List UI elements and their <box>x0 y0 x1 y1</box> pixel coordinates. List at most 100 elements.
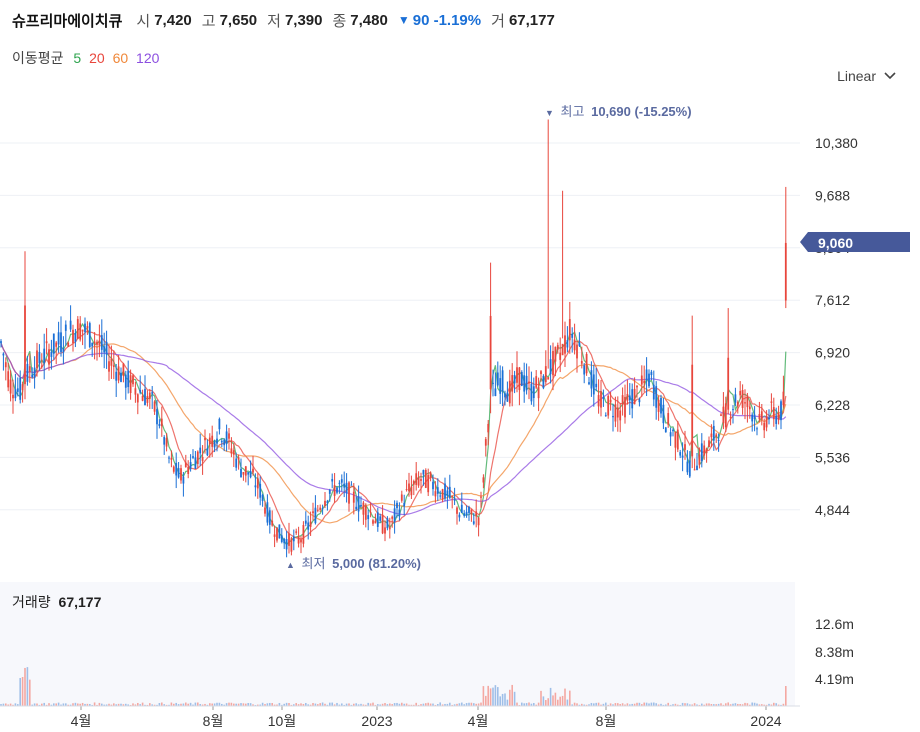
candle-body <box>187 466 190 474</box>
volume-bar <box>785 686 787 706</box>
candle-body <box>441 489 444 500</box>
candle-body <box>206 448 209 456</box>
volume-bar <box>437 703 439 706</box>
volume-bar <box>326 704 329 706</box>
price-tick-label: 10,380 <box>815 135 858 151</box>
x-tick-label: 10월 <box>268 713 296 729</box>
candle-body <box>336 487 338 493</box>
candle-body <box>564 335 566 354</box>
candle-body <box>717 439 720 441</box>
candle-body <box>40 365 43 367</box>
candle-body <box>220 440 223 443</box>
volume-bar <box>57 702 60 706</box>
volume-bar <box>765 704 768 706</box>
volume-bar <box>475 703 477 706</box>
candle-body <box>180 468 182 481</box>
volume-bar <box>506 699 509 706</box>
candle-body <box>88 323 91 347</box>
candle-body <box>410 486 413 496</box>
volume-bar <box>446 703 449 706</box>
volume-bar <box>641 704 643 706</box>
ma-120-label[interactable]: 120 <box>136 50 160 66</box>
candle-body <box>240 468 242 477</box>
scale-dropdown[interactable]: Linear <box>837 68 896 84</box>
volume-bar <box>672 704 674 706</box>
candle-body <box>698 454 701 465</box>
volume-bar <box>14 703 17 706</box>
candle-body <box>189 462 192 469</box>
ma-5-label[interactable]: 5 <box>73 50 82 66</box>
volume-bar <box>533 702 535 706</box>
max-arrow-icon: ▼ <box>545 108 554 118</box>
volume-bar <box>441 704 444 706</box>
candle-body <box>748 406 751 410</box>
candle-body <box>408 483 410 492</box>
ma-20-label[interactable]: 20 <box>89 50 105 66</box>
volume-bar <box>79 703 81 706</box>
candle-body <box>537 387 540 399</box>
x-tick-label: 4월 <box>71 713 92 729</box>
candle-body <box>285 539 288 550</box>
candle-body <box>631 389 634 409</box>
volume-bar <box>585 704 588 706</box>
candle-body <box>7 371 10 388</box>
open-value: 7,420 <box>154 11 192 29</box>
candle-body <box>504 393 506 398</box>
candle-body <box>57 332 60 345</box>
min-annotation: ▲ 최저 5,000 (81.20%) <box>286 556 421 571</box>
candle-body <box>304 520 307 524</box>
volume-bar <box>33 703 36 706</box>
candle-body <box>427 475 430 493</box>
candle-body <box>338 482 341 484</box>
volume-bar <box>213 703 216 706</box>
volume-bar <box>741 704 744 706</box>
volume-bar <box>43 702 45 706</box>
candle-body <box>12 394 14 399</box>
candle-body <box>448 486 451 498</box>
candle-body <box>768 417 770 420</box>
ma-60-label[interactable]: 60 <box>112 50 129 66</box>
volume-bar <box>662 704 665 706</box>
candle-body <box>736 402 739 406</box>
volume-bar <box>125 703 127 706</box>
candle-body <box>52 333 55 354</box>
candle-body <box>554 346 557 362</box>
volume-bar <box>487 685 489 706</box>
candle-body <box>218 418 221 430</box>
candle-body <box>561 343 564 356</box>
volume-bar <box>713 704 715 706</box>
volume-bar <box>17 704 19 706</box>
candle-body <box>405 489 408 491</box>
volume-bar <box>566 699 569 706</box>
candle-body <box>403 502 406 507</box>
candle-body <box>100 335 103 350</box>
candle-body <box>98 340 101 346</box>
candle-body <box>535 376 538 388</box>
time-axis: 4월 8월 10월 2023 4월 8월 2024 <box>0 705 800 729</box>
candle-body <box>439 495 442 497</box>
volume-bar <box>55 703 57 706</box>
candle-body <box>48 349 50 365</box>
volume-bar <box>62 703 65 706</box>
candle-body <box>720 414 722 416</box>
candle-body <box>84 323 86 333</box>
volume-bar <box>497 687 499 706</box>
candle-body <box>343 483 346 488</box>
volume-bar <box>660 703 662 706</box>
volume-bar <box>758 704 761 706</box>
candle-body <box>688 460 691 477</box>
candle-body <box>208 437 211 444</box>
candle-body <box>700 443 703 462</box>
candle-body <box>24 305 26 385</box>
candle-body <box>703 445 706 456</box>
volume-bar <box>727 702 729 706</box>
volume-bar <box>314 703 317 706</box>
candle-body <box>129 375 132 394</box>
volume-bar <box>21 677 24 706</box>
volume-bar <box>53 703 55 706</box>
candle-body <box>372 520 374 524</box>
candle-body <box>112 365 115 367</box>
scale-label: Linear <box>837 68 876 84</box>
ma-120-line <box>0 342 787 516</box>
